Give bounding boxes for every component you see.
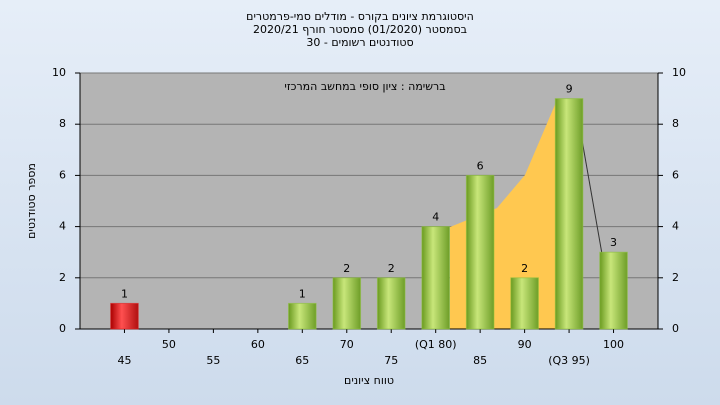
- y2-tick-label: 4: [672, 220, 679, 233]
- y-tick-label: 4: [59, 220, 66, 233]
- y-tick-label: 6: [59, 168, 66, 181]
- x-tick-label: 90: [518, 338, 532, 351]
- title-line: סטודנטים רשומים - 30: [306, 36, 413, 49]
- bar: [465, 174, 495, 330]
- y-tick-label: 10: [52, 66, 66, 79]
- x-tick-label: 65: [295, 354, 309, 367]
- bar: [376, 277, 406, 330]
- bar: [110, 302, 139, 330]
- value-label: 4: [432, 211, 439, 224]
- value-label: 3: [610, 236, 617, 249]
- y2-tick-label: 0: [672, 322, 679, 335]
- x-tick-label: 70: [340, 338, 354, 351]
- y2-tick-label: 2: [672, 271, 679, 284]
- x-tick-label: (Q1 80): [415, 338, 457, 351]
- title-line: בסמסטר (01/2020) סמסטר חורף 2020/21: [253, 23, 467, 36]
- y-axis-label: מספר סטודנטים: [25, 163, 38, 239]
- y-tick-label: 8: [59, 117, 66, 130]
- value-label: 1: [121, 287, 128, 300]
- value-label: 9: [566, 83, 573, 96]
- bar: [332, 277, 362, 330]
- y-tick-label: 2: [59, 271, 66, 284]
- y2-tick-label: 6: [672, 168, 679, 181]
- bar: [421, 226, 450, 330]
- x-axis-label: טווח ציונים: [344, 374, 394, 387]
- title-line: היסטוגרמת ציונים בקורס - מודלים סמי-פרמט…: [246, 10, 474, 23]
- value-label: 1: [299, 287, 306, 300]
- value-label: 2: [343, 262, 350, 275]
- bar: [288, 302, 317, 330]
- y2-tick-label: 10: [672, 66, 686, 79]
- value-label: 6: [477, 159, 484, 172]
- bar: [510, 277, 539, 330]
- annotation: ברשימה : ציון סופי במחשב המרכזי: [284, 80, 445, 93]
- x-tick-label: 60: [251, 338, 265, 351]
- x-tick-label: 50: [162, 338, 176, 351]
- bar: [599, 251, 628, 330]
- y2-tick-label: 8: [672, 117, 679, 130]
- x-tick-label: 85: [473, 354, 487, 367]
- x-tick-label: (Q3 95): [548, 354, 590, 367]
- y-tick-label: 0: [59, 322, 66, 335]
- value-label: 2: [388, 262, 395, 275]
- x-tick-label: 75: [384, 354, 398, 367]
- bar: [554, 98, 584, 330]
- value-label: 2: [521, 262, 528, 275]
- x-tick-label: 100: [603, 338, 624, 351]
- x-tick-label: 45: [117, 354, 131, 367]
- x-tick-label: 55: [206, 354, 220, 367]
